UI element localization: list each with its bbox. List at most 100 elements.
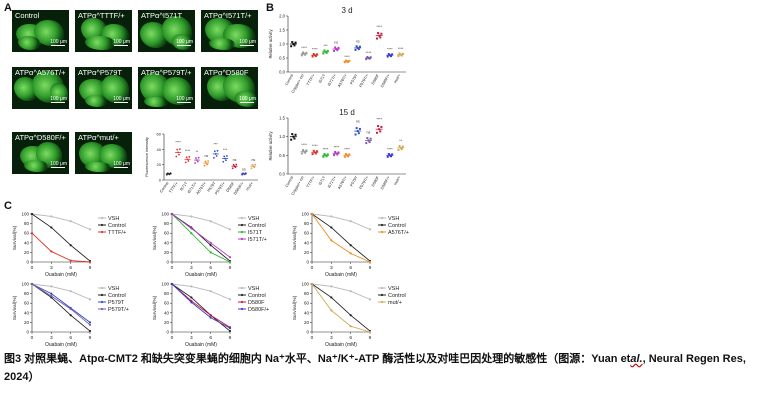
data-point — [397, 55, 400, 58]
micrograph-label: ATPα^D580F — [204, 68, 249, 77]
scale-bar — [51, 45, 65, 46]
series-line — [311, 213, 371, 263]
micrograph-label: ATPα^TTTF/+ — [78, 11, 125, 20]
tissue-blob — [50, 83, 68, 103]
series-point — [50, 215, 53, 218]
y-tick-label: 40 — [24, 240, 30, 245]
data-point — [369, 137, 372, 140]
series-point — [69, 307, 72, 311]
data-point — [334, 151, 337, 154]
y-tick-label: 0.5 — [279, 153, 285, 158]
x-tick-label: 3 — [190, 335, 193, 341]
series-point — [190, 227, 193, 230]
scale-bar-label: 100 μm — [113, 39, 130, 45]
series-point — [190, 215, 193, 218]
data-point — [231, 167, 234, 170]
tissue-blob — [18, 36, 40, 50]
legend-marker — [240, 223, 244, 227]
x-tick-label: 9 — [229, 335, 232, 341]
micrograph: ATPα^TTTF/+ 100 μm — [75, 10, 132, 52]
micrograph-label: ATPα^mut/+ — [78, 133, 119, 142]
significance-label: **** — [366, 51, 372, 55]
data-point — [390, 55, 393, 58]
series-point — [368, 260, 372, 264]
x-tick-label: 0 — [31, 335, 34, 341]
scale-bar — [114, 167, 128, 168]
data-point — [336, 49, 339, 52]
legend-marker — [240, 230, 244, 234]
data-point — [196, 160, 199, 163]
x-tick-label: D580F — [226, 181, 236, 193]
x-axis-label: Ouabain (mM) — [45, 342, 77, 348]
significance-label: **** — [344, 148, 350, 152]
x-tick-label: 6 — [209, 335, 212, 341]
legend-marker — [380, 216, 384, 220]
x-tick-label: D580F/+ — [380, 175, 391, 190]
y-tick-label: 40 — [24, 310, 30, 315]
data-point — [314, 152, 317, 155]
series-point — [368, 330, 372, 334]
x-tick-label: 9 — [369, 265, 372, 271]
significance-label: ns — [251, 158, 255, 162]
data-point — [375, 37, 378, 40]
scale-bar-label: 100 μm — [113, 161, 130, 167]
x-tick-label: 3 — [190, 265, 193, 271]
series-point — [349, 252, 352, 255]
data-point — [322, 155, 325, 158]
micrograph: ATPα^A576T/+ 100 μm — [12, 67, 69, 109]
y-tick-label: 100 — [21, 212, 29, 217]
y-tick-label: 0 — [159, 178, 162, 183]
series-line — [31, 283, 91, 326]
x-axis-label: Ouabain (mM) — [185, 272, 217, 278]
x-tick-label: 0 — [311, 265, 314, 271]
data-point — [380, 32, 383, 35]
legend-marker — [240, 293, 244, 297]
chart-title: 3 d — [341, 6, 352, 15]
series-point — [209, 290, 212, 293]
data-point — [386, 55, 389, 58]
panel-b-letter: B — [266, 2, 274, 14]
x-tick-label: I571T/+ — [327, 175, 337, 189]
data-point — [334, 46, 337, 49]
y-tick-label: 0 — [306, 260, 309, 265]
series-point — [50, 226, 53, 229]
significance-label: ns — [367, 130, 371, 134]
data-point — [343, 155, 346, 158]
y-axis-label: Relative activity — [268, 29, 273, 59]
y-tick-label: 1.5 — [279, 28, 285, 33]
data-point — [368, 141, 371, 144]
y-tick-label: 20 — [304, 320, 310, 325]
y-tick-label: 40 — [164, 240, 170, 245]
data-point — [400, 54, 403, 57]
micrograph: ATPα^D580F 100 μm — [201, 67, 258, 109]
legend-label: I571T/+ — [248, 237, 267, 243]
y-tick-label: 40 — [304, 240, 310, 245]
data-point — [401, 52, 404, 55]
data-point — [206, 163, 209, 166]
x-tick-label: 6 — [349, 335, 352, 341]
legend-marker — [240, 307, 244, 311]
data-point — [204, 160, 207, 163]
significance-label: **** — [301, 143, 307, 147]
legend-label: D580F — [248, 300, 265, 306]
scale-bar — [177, 45, 191, 46]
data-point — [391, 53, 394, 56]
data-point — [294, 41, 297, 44]
data-point — [207, 160, 209, 163]
x-tick-label: P579T — [350, 175, 359, 187]
x-tick-label: P579T — [350, 73, 359, 85]
legend-label: I571T — [248, 230, 263, 236]
series-line — [31, 283, 91, 332]
series-point — [368, 228, 372, 231]
x-tick-label: P579T/+ — [359, 175, 370, 190]
significance-label: **** — [387, 48, 393, 52]
caption-main: 图3 对照果蝇、Atpα-CMT2 和缺失突变果蝇的细胞内 Na⁺水平、Na⁺/… — [4, 353, 631, 365]
data-point — [323, 49, 326, 52]
data-point — [187, 160, 190, 162]
x-tick-label: 3 — [50, 335, 53, 341]
data-point — [354, 48, 357, 51]
series-line — [171, 283, 231, 300]
tissue-blob — [24, 160, 48, 172]
y-axis-label: Survival(%) — [292, 225, 298, 250]
